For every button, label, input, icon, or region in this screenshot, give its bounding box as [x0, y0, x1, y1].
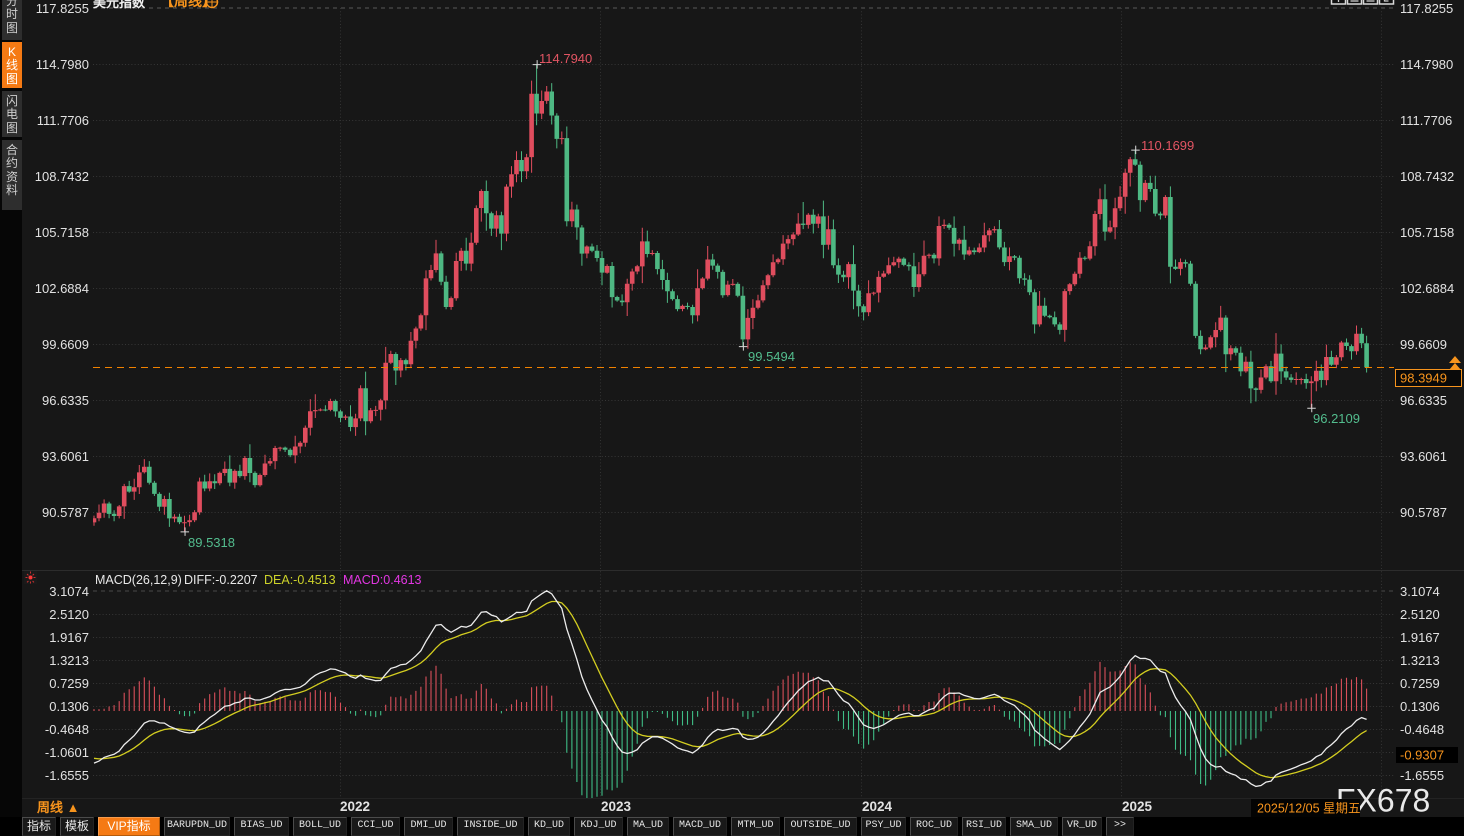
svg-text:102.6884: 102.6884 — [35, 281, 89, 296]
svg-text:111.7706: 111.7706 — [1400, 113, 1452, 128]
svg-text:2.5120: 2.5120 — [49, 607, 89, 622]
svg-text:117.8255: 117.8255 — [36, 1, 89, 16]
svg-text:96.6335: 96.6335 — [1400, 393, 1447, 408]
svg-text:99.6609: 99.6609 — [1400, 337, 1447, 352]
svg-text:-0.4648: -0.4648 — [1400, 722, 1444, 737]
svg-text:MACD(26,12,9): MACD(26,12,9) — [95, 573, 182, 587]
svg-text:美元指数: 美元指数 — [93, 0, 146, 10]
svg-text:0.7259: 0.7259 — [1400, 676, 1440, 691]
svg-text:2023: 2023 — [601, 799, 632, 814]
svg-text:105.7158: 105.7158 — [1400, 225, 1454, 240]
svg-text:1.3213: 1.3213 — [1400, 653, 1440, 668]
svg-text:-1.6555: -1.6555 — [1400, 768, 1444, 783]
svg-text:3.1074: 3.1074 — [1400, 584, 1440, 599]
svg-text:102.6884: 102.6884 — [1400, 281, 1454, 296]
svg-text:1.9167: 1.9167 — [49, 630, 89, 645]
svg-text:2025: 2025 — [1122, 799, 1153, 814]
svg-text:99.5494: 99.5494 — [748, 349, 795, 364]
svg-text:99.6609: 99.6609 — [42, 337, 89, 352]
svg-text:117.8255: 117.8255 — [1400, 1, 1453, 16]
svg-text:93.6061: 93.6061 — [1400, 449, 1447, 464]
svg-text:-1.6555: -1.6555 — [45, 768, 89, 783]
svg-text:111.7706: 111.7706 — [37, 113, 89, 128]
svg-text:-0.4648: -0.4648 — [45, 722, 89, 737]
svg-text:DIFF:-0.2207: DIFF:-0.2207 — [184, 573, 258, 587]
svg-text:93.6061: 93.6061 — [42, 449, 89, 464]
svg-text:98.3949: 98.3949 — [1400, 371, 1447, 386]
svg-text:114.7980: 114.7980 — [36, 57, 89, 72]
svg-text:114.7980: 114.7980 — [1400, 57, 1453, 72]
svg-text:105.7158: 105.7158 — [35, 225, 89, 240]
svg-text:90.5787: 90.5787 — [42, 505, 89, 520]
svg-text:96.2109: 96.2109 — [1313, 411, 1360, 426]
svg-text:114.7940: 114.7940 — [539, 51, 592, 66]
svg-text:96.6335: 96.6335 — [42, 393, 89, 408]
svg-text:周线 ▲: 周线 ▲ — [37, 800, 79, 815]
svg-text:108.7432: 108.7432 — [35, 169, 89, 184]
svg-text:2025/12/05 星期五: 2025/12/05 星期五 — [1257, 802, 1361, 816]
svg-text:0.7259: 0.7259 — [49, 676, 89, 691]
svg-text:-1.0601: -1.0601 — [45, 745, 89, 760]
svg-text:2.5120: 2.5120 — [1400, 607, 1440, 622]
svg-text:2022: 2022 — [340, 799, 370, 814]
svg-text:0.1306: 0.1306 — [49, 699, 89, 714]
svg-text:89.5318: 89.5318 — [188, 535, 235, 550]
svg-text:90.5787: 90.5787 — [1400, 505, 1447, 520]
svg-text:1.9167: 1.9167 — [1400, 630, 1440, 645]
svg-text:2024: 2024 — [862, 799, 893, 814]
svg-text:3.1074: 3.1074 — [49, 584, 89, 599]
svg-text:108.7432: 108.7432 — [1400, 169, 1454, 184]
svg-text:DEA:-0.4513: DEA:-0.4513 — [264, 573, 336, 587]
svg-text:110.1699: 110.1699 — [1141, 138, 1194, 153]
svg-text:0.1306: 0.1306 — [1400, 699, 1440, 714]
svg-text:-0.9307: -0.9307 — [1400, 748, 1444, 763]
svg-text:1.3213: 1.3213 — [49, 653, 89, 668]
svg-text:【周线】: 【周线】 — [160, 0, 216, 9]
svg-text:MACD:0.4613: MACD:0.4613 — [343, 573, 422, 587]
